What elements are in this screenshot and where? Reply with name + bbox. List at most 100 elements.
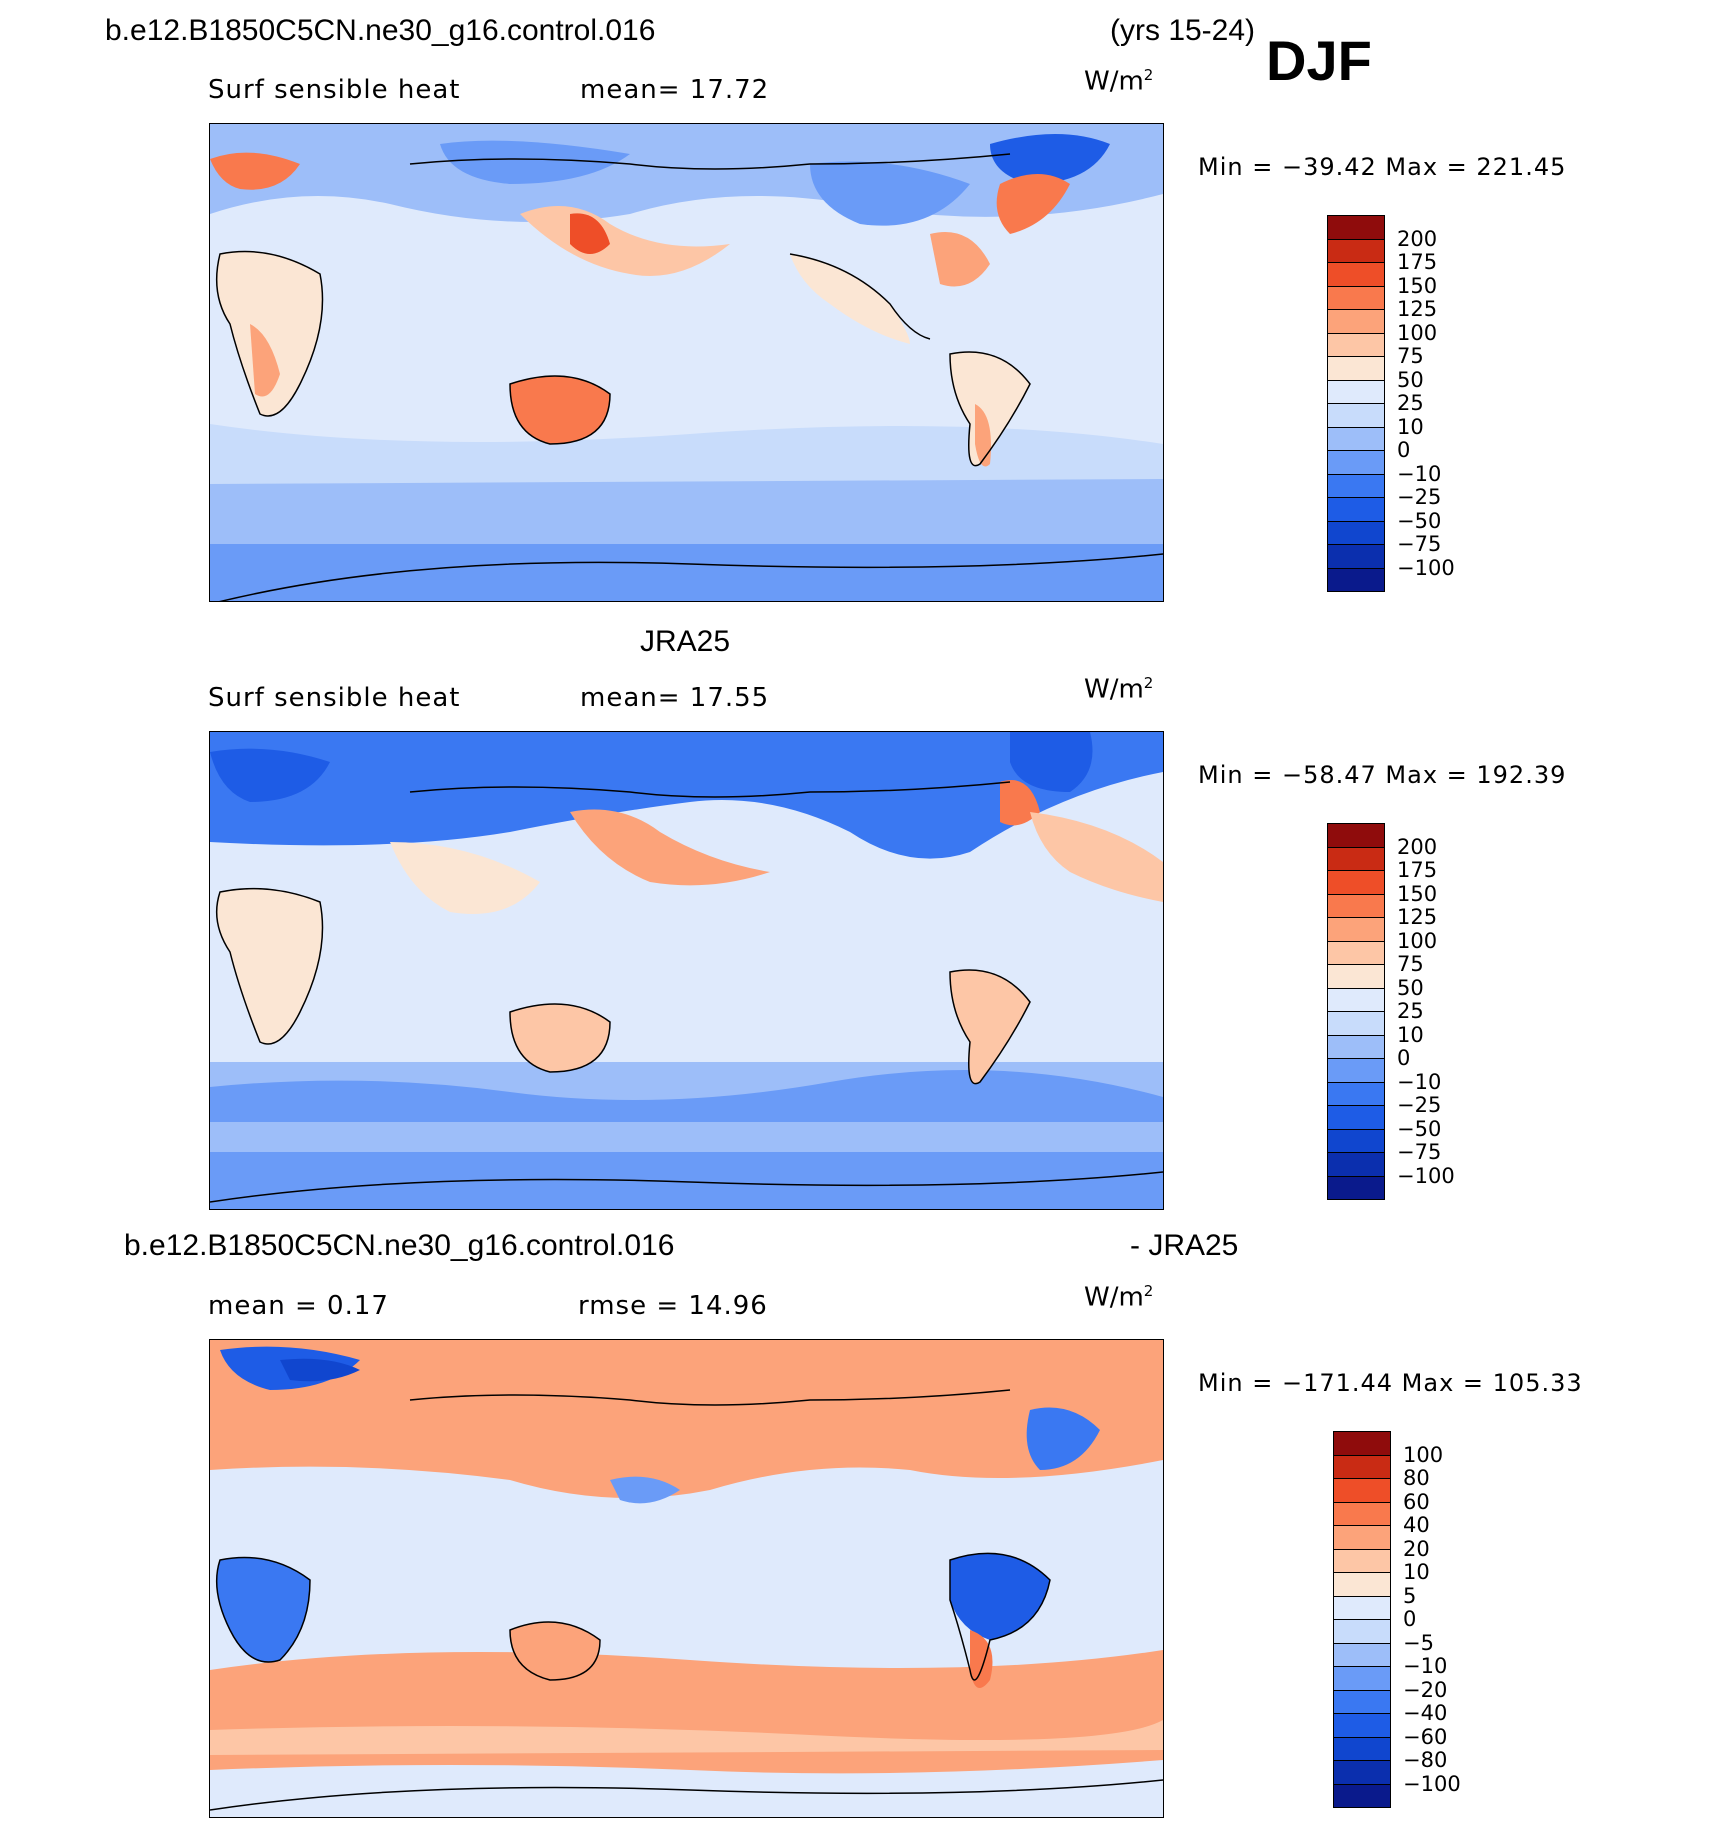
panel1-mean: mean= 17.72 [580,75,770,105]
colorbar-label: 150 [1397,273,1438,298]
panel3-title-right: - JRA25 [1130,1229,1239,1262]
colorbar-label: −25 [1397,1093,1442,1117]
colorbar-swatch [1327,870,1385,895]
panel3-minmax: Min = −171.44 Max = 105.33 [1198,1369,1583,1397]
colorbar-swatch [1327,1175,1385,1200]
colorbar-label: −75 [1397,532,1442,556]
colorbar-swatch [1333,1760,1391,1785]
colorbar-swatch [1327,823,1385,848]
case-title: b.e12.B1850C5CN.ne30_g16.control.016 [105,14,656,47]
colorbar-swatch [1333,1619,1391,1644]
colorbar-swatch [1333,1713,1391,1738]
colorbar-swatch [1327,262,1385,287]
colorbar-label: −10 [1403,1654,1448,1678]
colorbar-swatch [1327,846,1385,871]
panel1-variable: Surf sensible heat [208,75,461,105]
colorbar-swatch [1327,1128,1385,1153]
colorbar-swatch [1327,238,1385,263]
years-label: (yrs 15-24) [1110,14,1256,47]
colorbar-label: −100 [1403,1771,1461,1796]
colorbar-label: 60 [1403,1489,1430,1514]
colorbar-swatch [1327,309,1385,334]
colorbar-label: 10 [1397,1022,1424,1047]
colorbar-swatch [1327,1058,1385,1083]
panel2-title: JRA25 [640,625,731,658]
colorbar-swatch [1327,473,1385,498]
colorbar-label: 175 [1397,250,1438,274]
colorbar-label: 80 [1403,1466,1430,1490]
colorbar-label: −100 [1397,555,1455,580]
colorbar-label: 75 [1397,344,1424,368]
colorbar-label: 0 [1397,1046,1411,1070]
colorbar-swatch [1327,567,1385,592]
colorbar-label: −80 [1403,1748,1448,1772]
panel3-title-left: b.e12.B1850C5CN.ne30_g16.control.016 [124,1229,675,1262]
colorbar-label: 175 [1397,858,1438,882]
colorbar-swatch [1327,403,1385,428]
colorbar-label: −60 [1403,1724,1448,1749]
colorbar-swatch [1327,964,1385,989]
colorbar-label: 50 [1397,975,1424,1000]
colorbar-swatch [1327,544,1385,569]
colorbar-swatch [1333,1642,1391,1667]
colorbar-swatch [1327,215,1385,240]
colorbar-label: 150 [1397,881,1438,906]
colorbar-swatch [1333,1783,1391,1808]
colorbar-label: 40 [1403,1513,1430,1537]
colorbar-label: −10 [1397,461,1442,486]
colorbar-label: 20 [1403,1536,1430,1561]
colorbar-swatch [1327,1081,1385,1106]
colorbar-label: 25 [1397,999,1424,1023]
colorbar-label: −25 [1397,485,1442,509]
colorbar-label: 100 [1397,928,1438,953]
colorbar-swatch [1333,1572,1391,1597]
colorbar-swatch [1333,1666,1391,1691]
colorbar-swatch [1333,1478,1391,1503]
colorbar-swatch [1327,332,1385,357]
panel3-map [209,1339,1164,1818]
colorbar-swatch [1333,1736,1391,1761]
colorbar-label: 50 [1397,367,1424,392]
panel3-rmse: rmse = 14.96 [578,1291,768,1321]
colorbar-label: −40 [1403,1701,1448,1725]
panel1-minmax: Min = −39.42 Max = 221.45 [1198,153,1567,181]
colorbar-swatch [1327,285,1385,310]
colorbar-label: −50 [1397,508,1442,533]
colorbar-swatch [1327,1152,1385,1177]
colorbar-label: 5 [1403,1583,1417,1608]
colorbar-label: 125 [1397,297,1438,321]
colorbar-label: 75 [1397,952,1424,976]
colorbar-swatch [1327,917,1385,942]
colorbar-swatch [1327,893,1385,918]
colorbar-swatch [1333,1689,1391,1714]
colorbar-label: −5 [1403,1630,1434,1655]
panel2-mean: mean= 17.55 [580,683,770,713]
colorbar-swatch [1327,356,1385,381]
colorbar-swatch [1327,520,1385,545]
panel2-map [209,731,1164,1210]
colorbar-swatch [1327,1034,1385,1059]
panel1-units: W/m2 [1084,66,1154,97]
colorbar-label: −20 [1403,1677,1448,1702]
colorbar-swatch [1333,1548,1391,1573]
panel1-map [209,123,1164,602]
panel2-minmax: Min = −58.47 Max = 192.39 [1198,761,1567,789]
colorbar-swatch [1327,1105,1385,1130]
panel3-mean: mean = 0.17 [208,1291,389,1321]
colorbar-swatch [1327,940,1385,965]
colorbar-label: 0 [1397,438,1411,462]
colorbar-label: −75 [1397,1140,1442,1164]
colorbar-swatch [1333,1431,1391,1456]
colorbar-label: 10 [1403,1560,1430,1584]
colorbar-swatch [1333,1454,1391,1479]
colorbar-label: 10 [1397,414,1424,439]
panel2-variable: Surf sensible heat [208,683,461,713]
colorbar-swatch [1327,450,1385,475]
colorbar-label: 100 [1397,320,1438,345]
colorbar-label: −10 [1397,1069,1442,1094]
colorbar-swatch [1327,426,1385,451]
colorbar-swatch [1327,497,1385,522]
colorbar-swatch [1333,1501,1391,1526]
colorbar-label: 200 [1397,226,1438,251]
panel3-units: W/m2 [1084,1282,1154,1313]
